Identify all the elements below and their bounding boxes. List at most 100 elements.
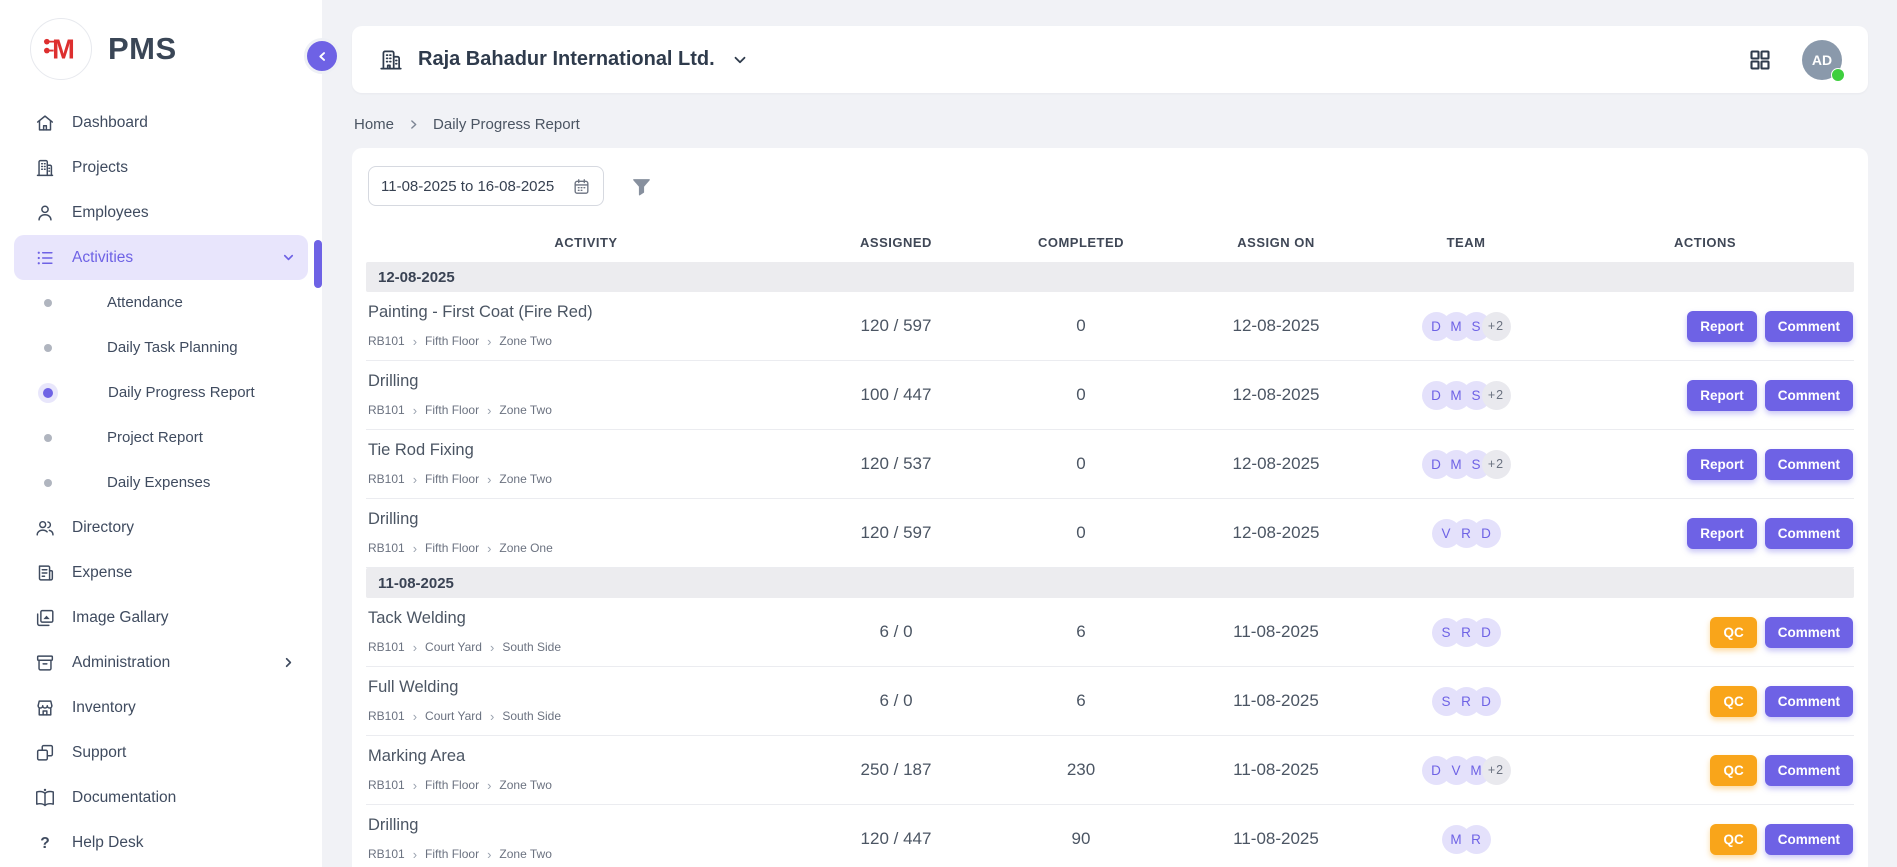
comment-button[interactable]: Comment xyxy=(1765,824,1853,855)
progress-table: ACTIVITYASSIGNEDCOMPLETEDASSIGN ONTEAMAC… xyxy=(366,222,1854,867)
activity-title: Drilling xyxy=(368,372,798,391)
comment-button[interactable]: Comment xyxy=(1765,617,1853,648)
table-row: Painting - First Coat (Fire Red) RB101›F… xyxy=(366,292,1854,361)
team-overflow-badge[interactable]: +2 xyxy=(1482,450,1511,479)
sidebar-item-help-desk[interactable]: ? Help Desk xyxy=(14,820,308,865)
question-icon: ? xyxy=(34,832,56,854)
sidebar-item-projects[interactable]: Projects xyxy=(14,145,308,190)
path-segment: RB101 xyxy=(368,709,405,723)
path-segment: RB101 xyxy=(368,847,405,861)
completed-value: 230 xyxy=(986,760,1176,780)
comment-button[interactable]: Comment xyxy=(1765,380,1853,411)
assign-on-date: 12-08-2025 xyxy=(1176,316,1376,336)
report-button[interactable]: Report xyxy=(1687,380,1757,411)
report-button[interactable]: Report xyxy=(1687,449,1757,480)
sidebar-item-activities[interactable]: Activities xyxy=(14,235,308,280)
apps-grid-icon[interactable] xyxy=(1748,48,1772,72)
book-icon xyxy=(34,787,56,809)
sidebar-item-employees[interactable]: Employees xyxy=(14,190,308,235)
qc-button[interactable]: QC xyxy=(1710,755,1756,786)
report-button[interactable]: Report xyxy=(1687,518,1757,549)
team-member-badge[interactable]: D xyxy=(1472,687,1501,716)
qc-button[interactable]: QC xyxy=(1710,686,1756,717)
sidebar-item-directory[interactable]: Directory xyxy=(14,505,308,550)
completed-value: 6 xyxy=(986,622,1176,642)
path-segment: Fifth Floor xyxy=(425,472,479,486)
path-segment: South Side xyxy=(502,709,561,723)
sidebar-item-daily-progress-report[interactable]: Daily Progress Report xyxy=(0,370,322,415)
people-icon xyxy=(34,517,56,539)
report-button[interactable]: Report xyxy=(1687,311,1757,342)
activity-title: Drilling xyxy=(368,816,798,835)
table-row: Drilling RB101›Fifth Floor›Zone One 120 … xyxy=(366,499,1854,568)
team-member-badge[interactable]: D xyxy=(1472,618,1501,647)
path-segment: Fifth Floor xyxy=(425,847,479,861)
person-icon xyxy=(34,202,56,224)
sidebar-item-label: Support xyxy=(72,744,126,762)
row-actions: QC Comment xyxy=(1556,824,1854,855)
sidebar-item-administration[interactable]: Administration xyxy=(14,640,308,685)
sidebar-item-dashboard[interactable]: Dashboard xyxy=(14,100,308,145)
team-member-badge[interactable]: R xyxy=(1462,825,1491,854)
logo: M PMS xyxy=(0,0,322,92)
path-separator-icon: › xyxy=(413,473,417,486)
comment-button[interactable]: Comment xyxy=(1765,449,1853,480)
sidebar-item-documentation[interactable]: Documentation xyxy=(14,775,308,820)
breadcrumb-current: Daily Progress Report xyxy=(433,116,580,133)
sidebar-item-support[interactable]: Support xyxy=(14,730,308,775)
list-icon xyxy=(34,247,56,269)
company-selector[interactable]: Raja Bahadur International Ltd. xyxy=(378,47,749,73)
date-range-value: 11-08-2025 to 16-08-2025 xyxy=(381,178,554,195)
sidebar-item-expense[interactable]: Expense xyxy=(14,550,308,595)
header-bar: Raja Bahadur International Ltd. AD xyxy=(352,26,1868,93)
comment-button[interactable]: Comment xyxy=(1765,311,1853,342)
sidebar-item-label: Expense xyxy=(72,564,132,582)
chevron-down-icon xyxy=(731,51,749,69)
team-avatars: DMS+2 xyxy=(1376,450,1556,479)
path-separator-icon: › xyxy=(413,404,417,417)
team-overflow-badge[interactable]: +2 xyxy=(1482,381,1511,410)
activity-title: Marking Area xyxy=(368,747,798,766)
team-overflow-badge[interactable]: +2 xyxy=(1482,756,1511,785)
column-header-completed: COMPLETED xyxy=(986,235,1176,250)
path-segment: RB101 xyxy=(368,334,405,348)
sidebar-item-daily-expenses[interactable]: Daily Expenses xyxy=(0,460,322,505)
assign-on-date: 12-08-2025 xyxy=(1176,454,1376,474)
comment-button[interactable]: Comment xyxy=(1765,518,1853,549)
sidebar-item-inventory[interactable]: Inventory xyxy=(14,685,308,730)
column-header-actions: ACTIONS xyxy=(1556,235,1854,250)
sidebar-item-attendance[interactable]: Attendance xyxy=(0,280,322,325)
breadcrumb: Home Daily Progress Report xyxy=(352,93,1868,148)
filter-icon[interactable] xyxy=(630,175,653,198)
avatar[interactable]: AD xyxy=(1802,40,1842,80)
path-separator-icon: › xyxy=(487,848,491,861)
qc-button[interactable]: QC xyxy=(1710,824,1756,855)
activity-title: Painting - First Coat (Fire Red) xyxy=(368,303,798,322)
sidebar-item-image-gallary[interactable]: Image Gallary xyxy=(14,595,308,640)
chevron-right-icon xyxy=(407,118,420,131)
comment-button[interactable]: Comment xyxy=(1765,686,1853,717)
path-segment: Fifth Floor xyxy=(425,778,479,792)
sidebar-item-label: Projects xyxy=(72,159,128,177)
sidebar-collapse-button[interactable] xyxy=(304,38,340,74)
sidebar-item-label: Administration xyxy=(72,654,170,672)
breadcrumb-home[interactable]: Home xyxy=(354,116,394,133)
sidebar-item-project-report[interactable]: Project Report xyxy=(0,415,322,460)
comment-button[interactable]: Comment xyxy=(1765,755,1853,786)
column-header-assigned: ASSIGNED xyxy=(806,235,986,250)
assigned-value: 120 / 537 xyxy=(806,454,986,474)
report-card: 11-08-2025 to 16-08-2025 ACTIVITYASSIGNE… xyxy=(352,148,1868,867)
path-separator-icon: › xyxy=(490,641,494,654)
date-range-input[interactable]: 11-08-2025 to 16-08-2025 xyxy=(368,166,604,206)
sidebar-item-daily-task-planning[interactable]: Daily Task Planning xyxy=(0,325,322,370)
squares-icon xyxy=(34,742,56,764)
team-avatars: VRD xyxy=(1376,519,1556,548)
group-date: 11-08-2025 xyxy=(378,575,454,592)
activity-location-path: RB101›Fifth Floor›Zone Two xyxy=(368,403,798,417)
team-member-badge[interactable]: D xyxy=(1472,519,1501,548)
qc-button[interactable]: QC xyxy=(1710,617,1756,648)
table-row: Tack Welding RB101›Court Yard›South Side… xyxy=(366,598,1854,667)
group-date: 12-08-2025 xyxy=(378,269,455,286)
assigned-value: 120 / 597 xyxy=(806,316,986,336)
team-overflow-badge[interactable]: +2 xyxy=(1482,312,1511,341)
